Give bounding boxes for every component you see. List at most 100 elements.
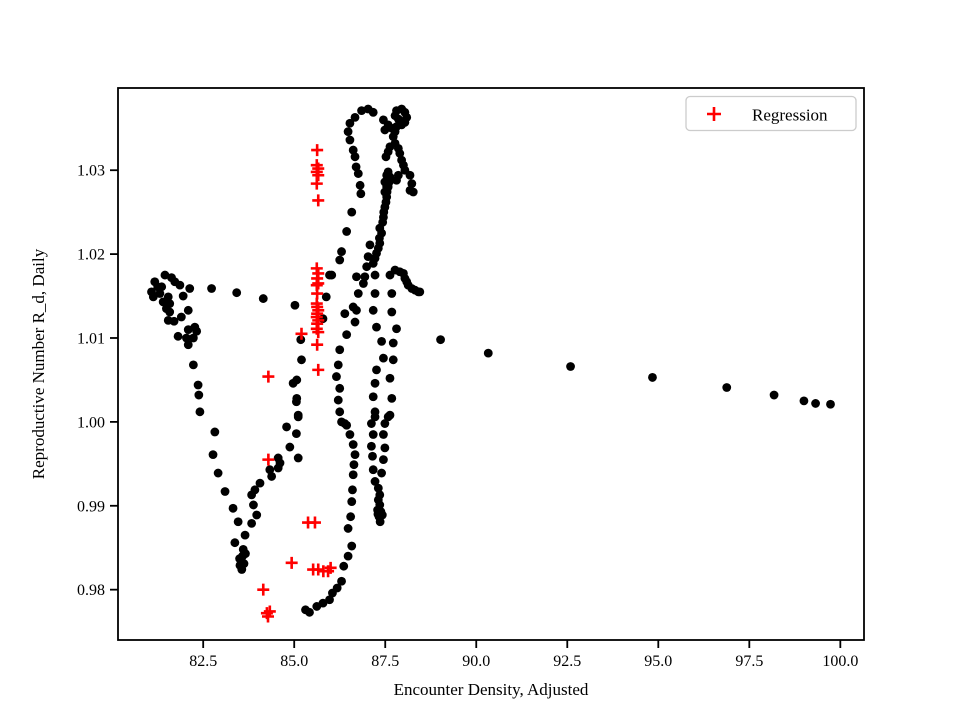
data-point-dot — [387, 393, 397, 403]
data-point-dot — [347, 207, 357, 217]
data-point-dot — [370, 477, 380, 486]
data-point-dot — [390, 111, 400, 121]
data-point-dot — [249, 500, 258, 510]
data-point-dot — [183, 305, 193, 315]
y-tick-label: 1.00 — [77, 414, 105, 431]
data-point-dot — [247, 518, 257, 528]
data-point-dot — [408, 187, 418, 197]
data-point-dot — [345, 430, 355, 439]
data-point-dot — [380, 443, 390, 453]
data-point-dot — [350, 450, 360, 460]
data-point-dot — [188, 360, 198, 370]
data-point-dot — [368, 107, 378, 117]
data-point-dot — [337, 247, 346, 256]
data-point-dot — [342, 330, 352, 340]
data-point-dot — [353, 289, 363, 298]
data-point-dot — [240, 530, 250, 540]
x-tick-label: 87.5 — [371, 653, 399, 670]
data-point-plus — [257, 583, 270, 596]
data-point-dot — [327, 270, 337, 280]
data-point-dot — [340, 309, 350, 319]
data-point-dot — [183, 340, 193, 350]
data-point-dot — [194, 390, 204, 400]
data-point-dot — [155, 289, 165, 298]
data-point-plus — [285, 556, 298, 569]
data-point-dot — [379, 353, 388, 363]
data-point-dot — [388, 338, 398, 348]
data-point-dot — [185, 284, 195, 293]
data-point-dot — [380, 419, 390, 428]
data-point-dot — [173, 331, 183, 341]
data-point-dot — [385, 270, 395, 280]
data-point-plus — [312, 326, 325, 339]
data-point-dot — [355, 180, 365, 190]
x-tick-label: 95.0 — [644, 653, 672, 670]
data-point-dot — [293, 410, 303, 420]
data-point-dot — [348, 485, 357, 495]
data-point-dot — [213, 468, 223, 478]
data-point-dot — [282, 422, 291, 432]
data-point-dot — [273, 453, 283, 463]
x-tick-label: 85.0 — [280, 653, 308, 670]
data-point-dot — [208, 450, 218, 460]
data-point-dot — [301, 605, 310, 615]
data-point-dot — [345, 118, 355, 128]
data-point-dot — [362, 262, 372, 272]
x-tick-label: 97.5 — [735, 653, 763, 670]
data-point-dot — [387, 307, 397, 317]
data-point-dot — [350, 317, 360, 327]
data-point-dot — [343, 127, 353, 137]
data-point-dot — [182, 333, 191, 343]
data-point-dot — [436, 335, 445, 345]
data-point-dot — [352, 305, 361, 315]
data-point-dot — [210, 427, 220, 437]
data-point-plus — [308, 516, 321, 529]
data-point-dot — [368, 258, 378, 268]
data-point-plus — [262, 610, 275, 623]
data-point-dot — [388, 132, 398, 142]
data-point-dot — [388, 355, 398, 365]
legend: Regression — [685, 95, 857, 132]
data-point-dot — [285, 442, 295, 452]
x-tick-label: 100.0 — [822, 653, 858, 670]
legend-box — [685, 95, 857, 132]
data-point-dot — [335, 345, 345, 355]
data-point-plus — [295, 327, 308, 340]
data-point-dot — [392, 175, 401, 185]
data-point-dot — [291, 397, 301, 407]
data-point-dot — [373, 483, 383, 493]
data-point-dot — [335, 255, 345, 265]
data-point-dot — [415, 287, 425, 297]
data-points — [147, 104, 835, 623]
data-point-dot — [192, 326, 202, 336]
data-point-dot — [335, 407, 345, 417]
y-tick-label: 1.02 — [77, 247, 105, 264]
data-point-dot — [195, 407, 205, 417]
data-point-dot — [385, 373, 395, 383]
data-point-dot — [312, 602, 322, 611]
data-point-dot — [363, 252, 373, 262]
data-point-dot — [258, 294, 268, 303]
data-point-dot — [350, 152, 360, 162]
data-point-plus — [262, 370, 275, 383]
data-point-dot — [383, 412, 393, 422]
data-point-dot — [328, 588, 337, 598]
data-point-dot — [345, 135, 355, 145]
data-point-dot — [358, 279, 368, 288]
data-point-plus — [311, 144, 324, 157]
data-point-dot — [297, 355, 306, 365]
y-axis-label: Reproductive Number R_d, Daily — [29, 248, 48, 479]
data-point-dot — [335, 383, 345, 393]
data-point-dot — [811, 399, 820, 408]
data-point-dot — [318, 314, 328, 324]
data-point-dot — [370, 412, 380, 422]
data-point-dot — [241, 549, 250, 558]
data-point-plus — [324, 561, 337, 574]
data-point-dot — [379, 455, 388, 465]
data-point-dot — [255, 478, 265, 488]
data-point-dot — [220, 487, 230, 496]
data-point-plus — [311, 338, 324, 351]
data-point-dot — [360, 272, 370, 282]
data-point-dot — [356, 189, 366, 199]
